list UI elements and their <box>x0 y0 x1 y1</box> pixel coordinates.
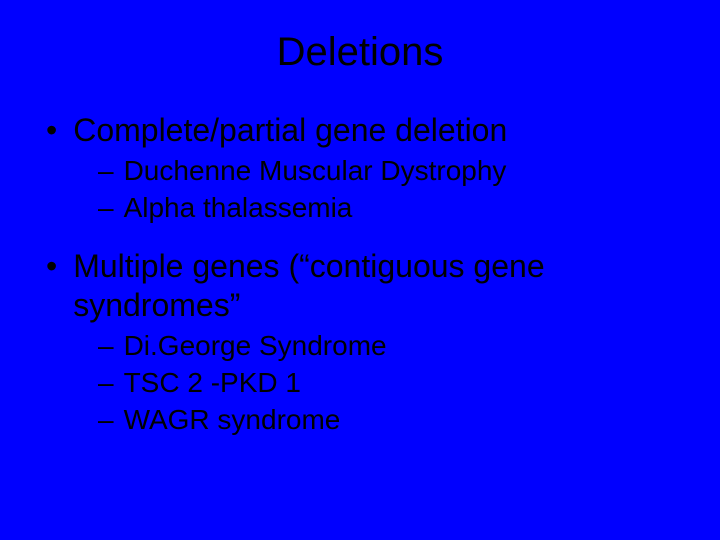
slide-title: Deletions <box>40 30 680 75</box>
sub-bullet-item: – Duchenne Muscular Dystrophy <box>98 153 680 188</box>
bullet-item: • Complete/partial gene deletion <box>46 111 680 149</box>
sub-bullet-text: Alpha thalassemia <box>124 190 353 225</box>
bullet-dash-icon: – <box>98 365 114 400</box>
sub-bullet-item: – Di.George Syndrome <box>98 328 680 363</box>
bullet-dash-icon: – <box>98 153 114 188</box>
bullet-dash-icon: – <box>98 328 114 363</box>
sub-bullet-text: Duchenne Muscular Dystrophy <box>124 153 507 188</box>
bullet-dash-icon: – <box>98 402 114 437</box>
sub-bullet-item: – TSC 2 -PKD 1 <box>98 365 680 400</box>
sub-bullet-text: WAGR syndrome <box>124 402 341 437</box>
spacer <box>40 227 680 247</box>
bullet-text: Multiple genes (“contiguous gene syndrom… <box>73 247 680 324</box>
sub-bullet-text: Di.George Syndrome <box>124 328 387 363</box>
sub-bullet-text: TSC 2 -PKD 1 <box>124 365 301 400</box>
sub-bullet-item: – Alpha thalassemia <box>98 190 680 225</box>
slide: Deletions • Complete/partial gene deleti… <box>0 0 720 540</box>
bullet-dash-icon: – <box>98 190 114 225</box>
bullet-dot-icon: • <box>46 111 57 149</box>
bullet-text: Complete/partial gene deletion <box>73 111 507 149</box>
bullet-dot-icon: • <box>46 247 57 285</box>
sub-bullet-item: – WAGR syndrome <box>98 402 680 437</box>
bullet-item: • Multiple genes (“contiguous gene syndr… <box>46 247 680 324</box>
